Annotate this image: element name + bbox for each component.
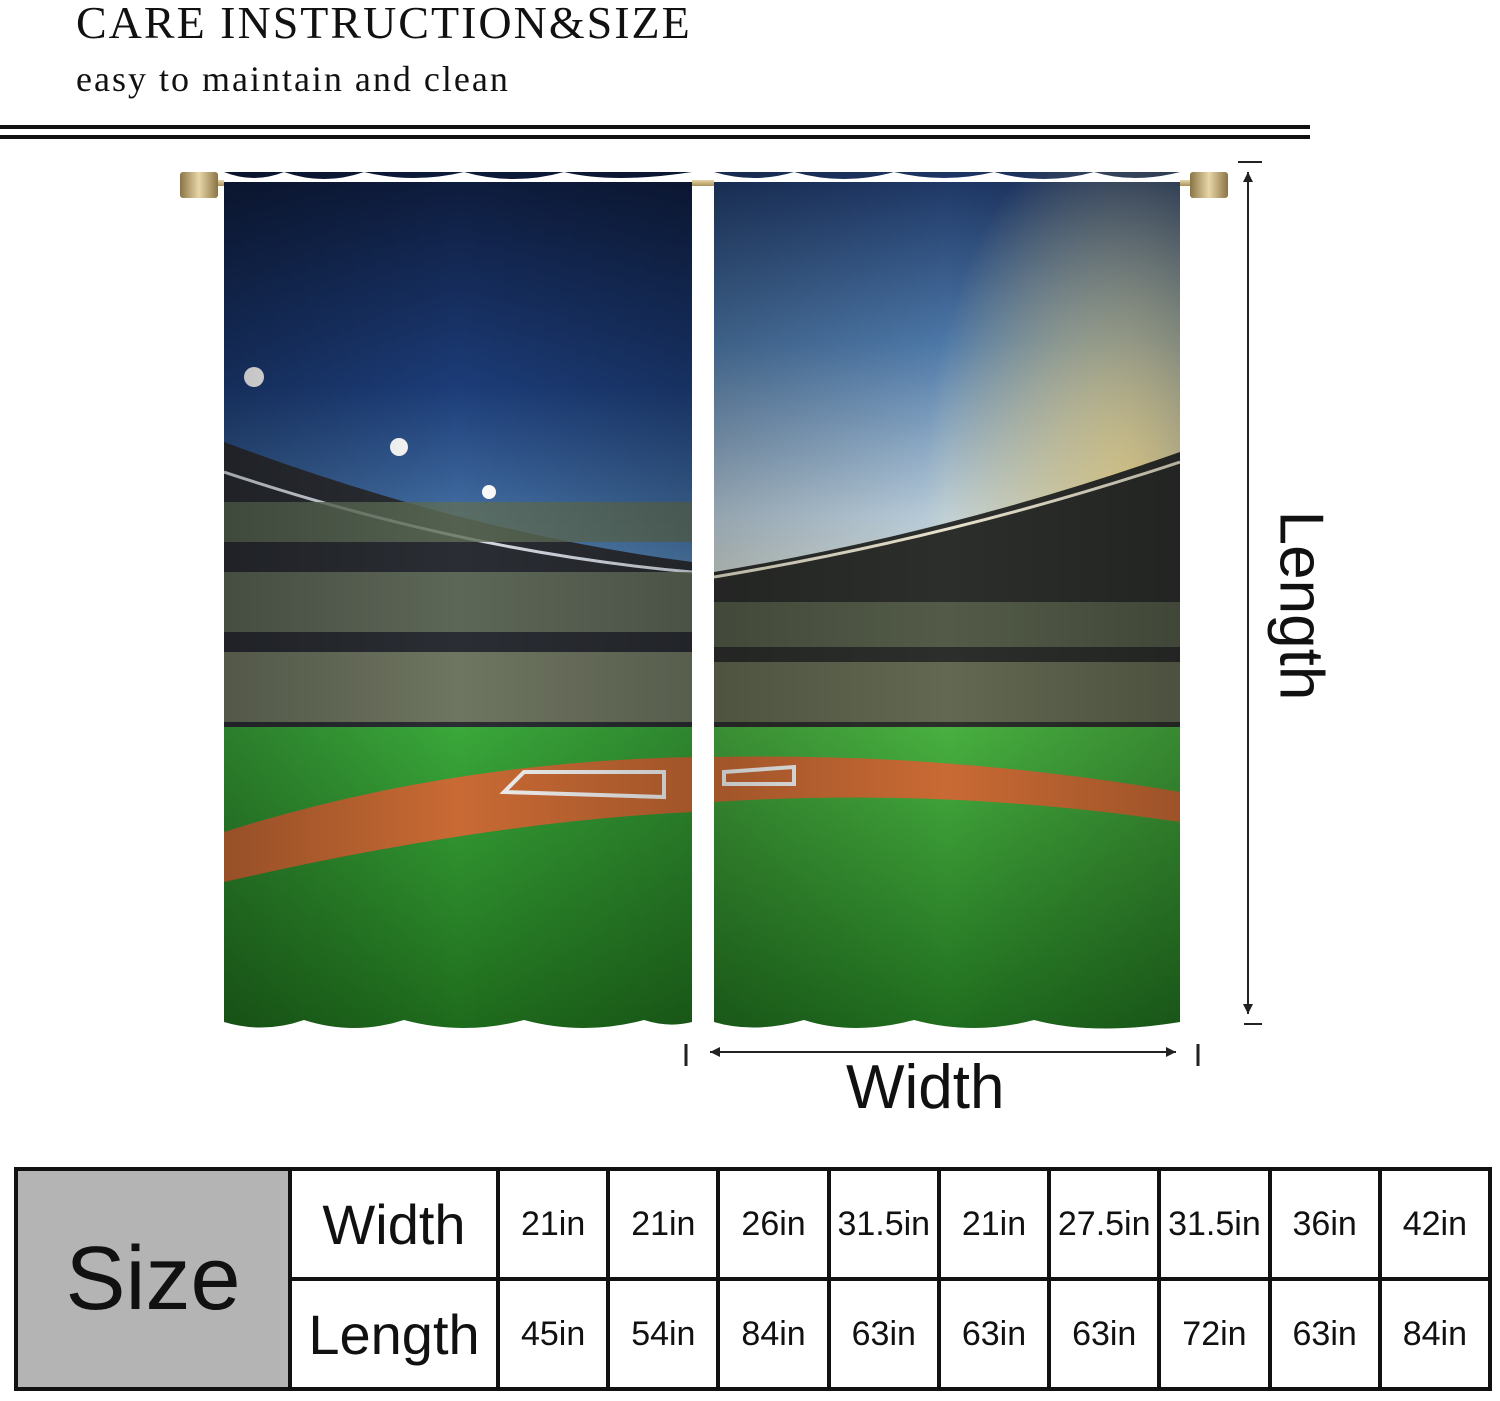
size-cell: 63in <box>941 1281 1052 1387</box>
row-label: Length <box>292 1281 500 1387</box>
size-cell: 31.5in <box>1161 1171 1272 1277</box>
size-cell: 63in <box>1051 1281 1162 1387</box>
divider-line <box>0 125 1310 129</box>
dimension-arrows <box>684 161 1262 1066</box>
rod-finial-right <box>1190 172 1228 198</box>
size-cell: 84in <box>1402 1314 1467 1353</box>
size-cell: 45in <box>500 1281 611 1387</box>
divider-line <box>0 135 1310 139</box>
size-cell: 31.5in <box>831 1171 941 1277</box>
curtain-panel-right <box>714 172 1180 1036</box>
length-dimension-label: Length <box>1266 510 1336 701</box>
page-subtitle: easy to maintain and clean <box>76 59 510 99</box>
size-cell: 42in <box>1402 1204 1467 1243</box>
rod-finial-left <box>180 172 218 198</box>
size-cell: 84in <box>720 1281 831 1387</box>
width-dimension-label: Width <box>846 1053 1005 1122</box>
size-table-header: Size <box>18 1171 292 1387</box>
size-cell: 54in <box>610 1281 721 1387</box>
curtain-rod <box>182 180 1226 186</box>
page-title: CARE INSTRUCTION&SIZE <box>76 0 692 48</box>
size-cell: 72in <box>1161 1281 1272 1387</box>
size-cell: 21in <box>610 1171 721 1277</box>
size-cell: 26in <box>720 1171 831 1277</box>
size-cell: 36in <box>1272 1171 1382 1277</box>
size-table: Size Width 21in 21in 26in 31.5in 21in 27… <box>14 1167 1492 1391</box>
size-cell: 27.5in <box>1051 1171 1162 1277</box>
curtain-panel-left <box>224 172 692 1036</box>
size-cell: 63in <box>1272 1281 1382 1387</box>
row-label: Width <box>292 1171 500 1277</box>
size-cell: 21in <box>500 1171 611 1277</box>
size-row-length: Length 45in 54in 84in 63in 63in 63in 72i… <box>292 1277 1488 1387</box>
size-cell: 21in <box>941 1171 1052 1277</box>
size-cell: 63in <box>831 1281 941 1387</box>
size-row-width: Width 21in 21in 26in 31.5in 21in 27.5in … <box>292 1171 1488 1277</box>
